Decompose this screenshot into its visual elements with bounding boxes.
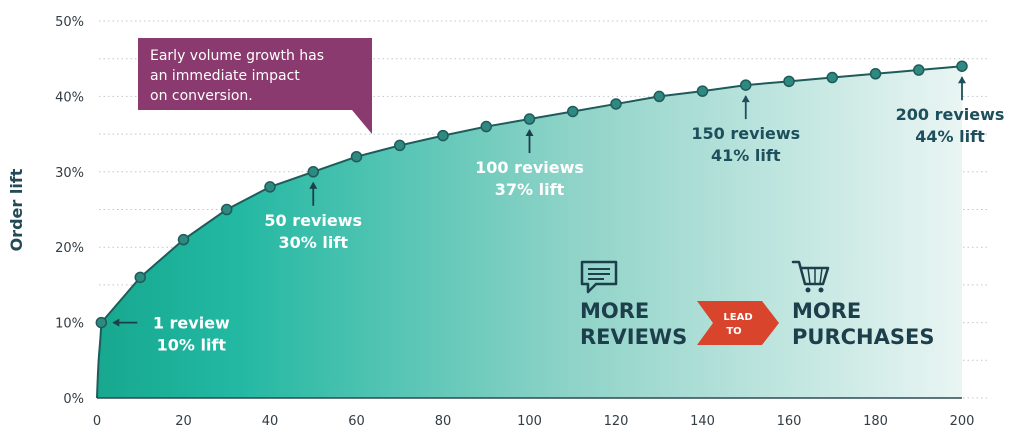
y-axis-label: Order lift bbox=[7, 168, 26, 251]
lead-to-arrow bbox=[697, 301, 779, 345]
data-point bbox=[95, 316, 108, 329]
annotation-value: 37% lift bbox=[495, 180, 565, 199]
y-tick-label: 30% bbox=[55, 166, 84, 181]
data-point bbox=[869, 68, 882, 80]
shopping-cart-icon bbox=[791, 260, 830, 293]
annotation: 1 review 10% lift bbox=[112, 314, 230, 355]
annotation-value: 44% lift bbox=[915, 127, 985, 146]
x-tick-label: 200 bbox=[950, 414, 975, 429]
annotation-label: 150 reviews bbox=[691, 124, 800, 143]
left-word-1: MORE bbox=[580, 299, 649, 323]
callout-line-1: Early volume growth has bbox=[150, 48, 324, 64]
lead-word-1: LEAD bbox=[723, 312, 752, 323]
annotation: 150 reviews 41% lift bbox=[691, 95, 800, 165]
annotation-arrowhead bbox=[958, 76, 966, 84]
data-point bbox=[696, 85, 709, 97]
data-point bbox=[134, 271, 146, 284]
data-point bbox=[264, 181, 276, 193]
data-point bbox=[826, 71, 838, 84]
y-tick-label: 20% bbox=[55, 241, 84, 256]
data-point bbox=[394, 139, 406, 152]
x-tick-label: 180 bbox=[863, 414, 888, 429]
y-tick-label: 50% bbox=[55, 15, 84, 30]
comment-lines-icon bbox=[580, 260, 618, 294]
x-tick-label: 60 bbox=[348, 414, 365, 429]
annotation-value: 41% lift bbox=[711, 146, 781, 165]
callout: Early volume growth has an immediate imp… bbox=[138, 38, 372, 134]
lead-word-2: TO bbox=[726, 326, 741, 337]
callout-bubble bbox=[138, 38, 372, 134]
callout-line-2: an immediate impact bbox=[150, 68, 300, 84]
annotations: 1 review 10% lift 50 reviews 30% lift 100 re… bbox=[112, 76, 1005, 355]
annotation: 200 reviews 44% lift bbox=[896, 76, 1005, 146]
data-point bbox=[437, 129, 449, 142]
data-point bbox=[913, 64, 925, 76]
infographic: MORE REVIEWS LEAD TO MORE PURCHASES bbox=[580, 260, 934, 349]
y-tick-label: 0% bbox=[63, 392, 84, 407]
x-tick-label: 160 bbox=[777, 414, 802, 429]
x-tick-labels: 0 20 40 60 80 100 120 140 160 180 200 bbox=[93, 414, 975, 429]
y-tick-label: 40% bbox=[55, 90, 84, 105]
annotation-arrowhead bbox=[741, 95, 750, 103]
right-word-1: MORE bbox=[792, 299, 861, 323]
x-tick-label: 40 bbox=[262, 414, 279, 429]
data-point bbox=[480, 120, 492, 133]
annotation: 50 reviews 30% lift bbox=[264, 181, 362, 252]
annotation-arrowhead bbox=[112, 318, 120, 327]
data-point bbox=[610, 98, 622, 110]
data-point bbox=[783, 75, 795, 88]
annotation-arrowhead bbox=[525, 129, 534, 137]
data-point bbox=[307, 166, 319, 178]
data-point bbox=[221, 203, 233, 216]
annotation-value: 10% lift bbox=[157, 336, 227, 355]
data-point bbox=[653, 90, 665, 103]
x-tick-label: 80 bbox=[435, 414, 452, 429]
annotation-arrowhead bbox=[309, 181, 318, 189]
data-point bbox=[740, 79, 752, 91]
annotation-value: 30% lift bbox=[279, 233, 349, 252]
data-point bbox=[956, 60, 968, 72]
annotation-label: 200 reviews bbox=[896, 105, 1005, 124]
right-word-2: PURCHASES bbox=[792, 325, 934, 349]
x-tick-label: 100 bbox=[517, 414, 542, 429]
data-points bbox=[95, 60, 968, 329]
left-word-2: REVIEWS bbox=[580, 325, 687, 349]
x-tick-label: 0 bbox=[93, 414, 101, 429]
annotation-label: 1 review bbox=[153, 314, 230, 333]
y-tick-labels: 0% 10% 20% 30% 40% 50% bbox=[55, 15, 84, 407]
x-tick-label: 120 bbox=[604, 414, 629, 429]
x-tick-label: 20 bbox=[175, 414, 192, 429]
y-tick-label: 10% bbox=[55, 317, 84, 332]
callout-line-3: on conversion. bbox=[150, 88, 253, 104]
data-point bbox=[177, 233, 190, 246]
data-point bbox=[523, 113, 536, 125]
x-tick-label: 140 bbox=[690, 414, 715, 429]
annotation-label: 100 reviews bbox=[475, 158, 584, 177]
annotation: 100 reviews 37% lift bbox=[475, 129, 584, 199]
annotation-label: 50 reviews bbox=[264, 211, 362, 230]
data-point bbox=[350, 150, 363, 163]
data-point bbox=[567, 105, 579, 118]
